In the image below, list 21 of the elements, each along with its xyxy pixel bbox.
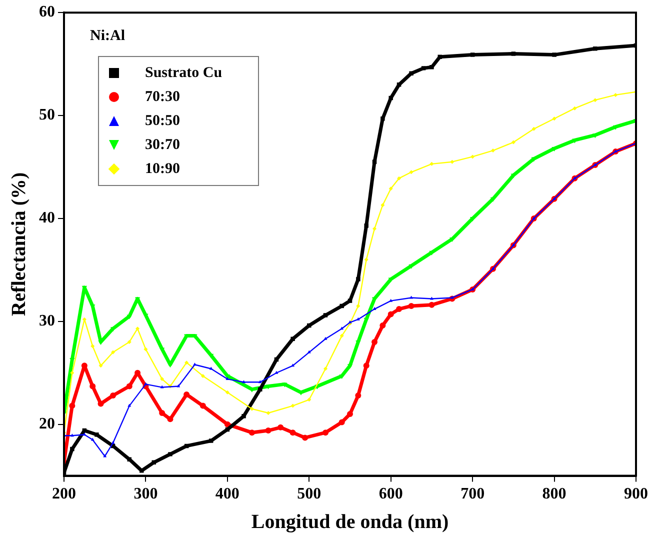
x-tick-label: 600: [378, 486, 403, 503]
x-tick-label: 400: [215, 486, 240, 503]
legend-label: 10:90: [145, 160, 180, 178]
x-tick-label: 700: [460, 486, 485, 503]
legend-label: 50:50: [145, 112, 180, 130]
x-axis-title: Longitud de onda (nm): [251, 511, 449, 534]
legend-label: Sustrato Cu: [145, 64, 222, 82]
y-tick-label: 40: [39, 210, 55, 227]
x-tick-label: 300: [134, 486, 158, 503]
y-tick-label: 30: [39, 312, 55, 330]
y-tick-label: 50: [39, 106, 55, 124]
y-axis-title: Reflectancia (%): [8, 172, 30, 316]
legend-title: Ni:Al: [90, 28, 125, 45]
legend-label: 70:30: [145, 88, 180, 106]
x-tick-label: 800: [542, 486, 566, 503]
legend-label: 30:70: [145, 136, 180, 154]
x-tick-label: 200: [52, 486, 76, 503]
y-tick-label: 20: [39, 415, 55, 432]
x-tick-label: 500: [297, 486, 322, 503]
x-tick-label: 900: [624, 486, 648, 503]
y-tick-label: 60: [39, 4, 55, 21]
